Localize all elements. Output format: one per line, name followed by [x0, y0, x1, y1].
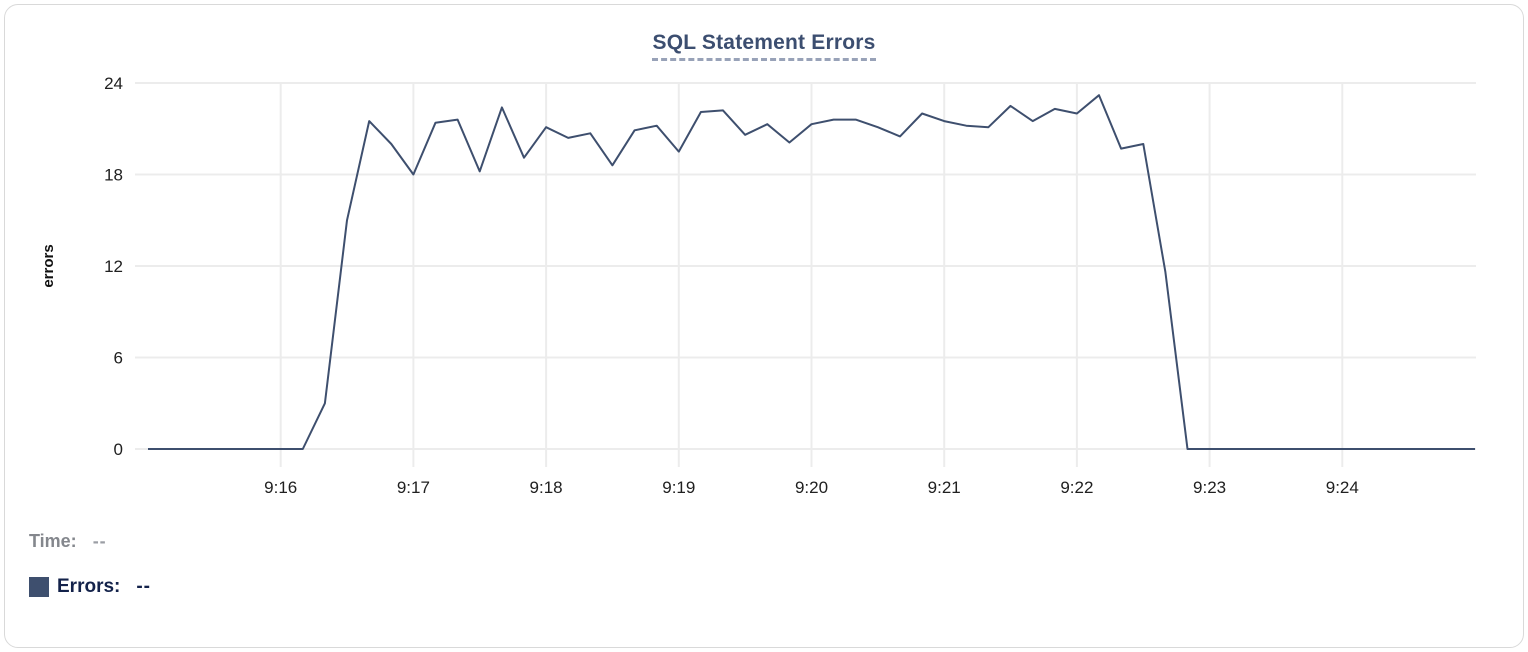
chart-title-wrap: SQL Statement Errors — [5, 31, 1523, 61]
errors-label: Errors: — [57, 576, 121, 597]
x-tick-label: 9:24 — [1326, 478, 1359, 497]
chart-legend: Time: -- Errors: -- — [29, 529, 151, 599]
x-tick-label: 9:17 — [397, 478, 430, 497]
legend-time-row: Time: -- — [29, 529, 151, 553]
y-axis-label: errors — [40, 244, 57, 287]
x-tick-label: 9:21 — [928, 478, 961, 497]
legend-errors-row: Errors: -- — [29, 575, 151, 599]
errors-series-swatch — [29, 577, 49, 597]
x-tick-label: 9:19 — [662, 478, 695, 497]
y-tick-label: 24 — [104, 74, 123, 93]
chart-title[interactable]: SQL Statement Errors — [652, 31, 876, 61]
chart-panel: SQL Statement Errors 0 6 12 18 24 9:16 9:17 9:1… — [4, 4, 1524, 648]
x-tick-label: 9:16 — [264, 478, 297, 497]
time-value: -- — [92, 530, 107, 551]
y-tick-label: 0 — [114, 440, 123, 459]
x-tick-label: 9:20 — [795, 478, 828, 497]
time-label: Time: — [29, 530, 77, 551]
x-tick-label: 9:22 — [1060, 478, 1093, 497]
y-tick-label: 18 — [104, 166, 123, 185]
errors-value: -- — [136, 576, 152, 597]
x-tick-label: 9:23 — [1193, 478, 1226, 497]
y-tick-label: 6 — [114, 349, 123, 368]
y-tick-label: 12 — [104, 257, 123, 276]
sql-errors-chart[interactable]: 0 6 12 18 24 9:16 9:17 9:18 9:19 9:20 9:21 9:22 9:23… — [5, 63, 1525, 503]
errors-series-line — [148, 94, 1475, 450]
x-tick-label: 9:18 — [530, 478, 563, 497]
